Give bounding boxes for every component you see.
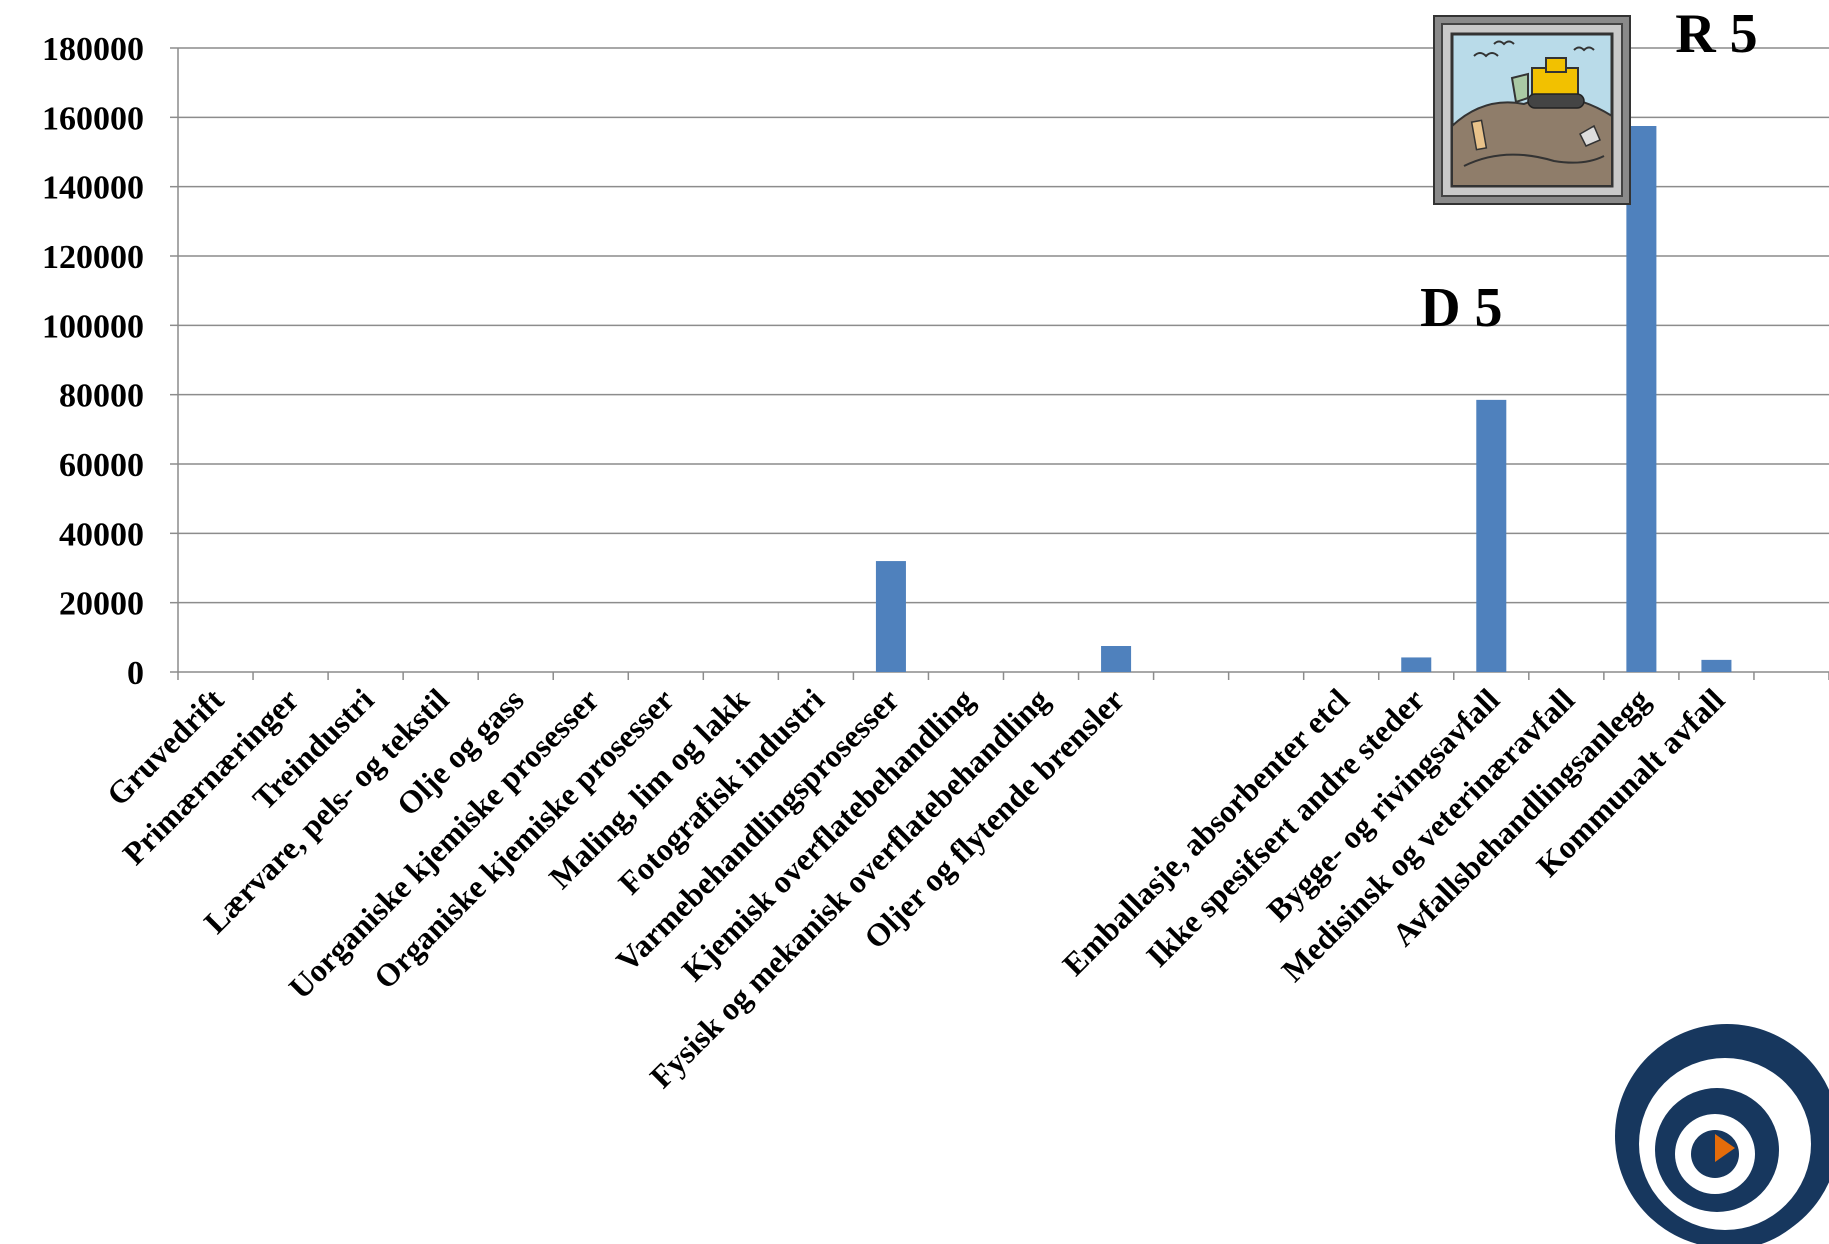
y-tick-label: 160000 xyxy=(42,100,144,137)
bar xyxy=(1701,659,1732,672)
y-tick-label: 0 xyxy=(127,655,144,692)
bar xyxy=(1626,126,1657,672)
annotation-d5: D 5 xyxy=(1420,277,1502,339)
y-tick-label: 120000 xyxy=(42,239,144,276)
bar xyxy=(1101,646,1132,672)
y-tick-label: 180000 xyxy=(42,31,144,68)
bar xyxy=(875,561,906,672)
y-tick-label: 20000 xyxy=(59,586,144,623)
y-tick-label: 60000 xyxy=(59,447,144,484)
spiral-logo-icon xyxy=(1615,1024,1829,1244)
bar xyxy=(1401,657,1432,672)
y-tick-label: 40000 xyxy=(59,516,144,553)
y-tick-label: 80000 xyxy=(59,378,144,415)
bars xyxy=(875,126,1732,672)
landfill-bulldozer-icon xyxy=(1433,15,1631,205)
gridlines xyxy=(178,47,1829,604)
x-tick-labels: GruvedriftPrimærnæringerTreindustriLærva… xyxy=(99,681,1731,1095)
y-tick-label: 140000 xyxy=(42,170,144,207)
bar xyxy=(1476,399,1507,672)
annotation-r5: R 5 xyxy=(1675,3,1757,65)
y-tick-labels: 0 20000 40000 60000 80000 100000 120000 140000 1… xyxy=(42,31,144,692)
axes xyxy=(170,47,1829,680)
y-tick-label: 100000 xyxy=(42,308,144,345)
